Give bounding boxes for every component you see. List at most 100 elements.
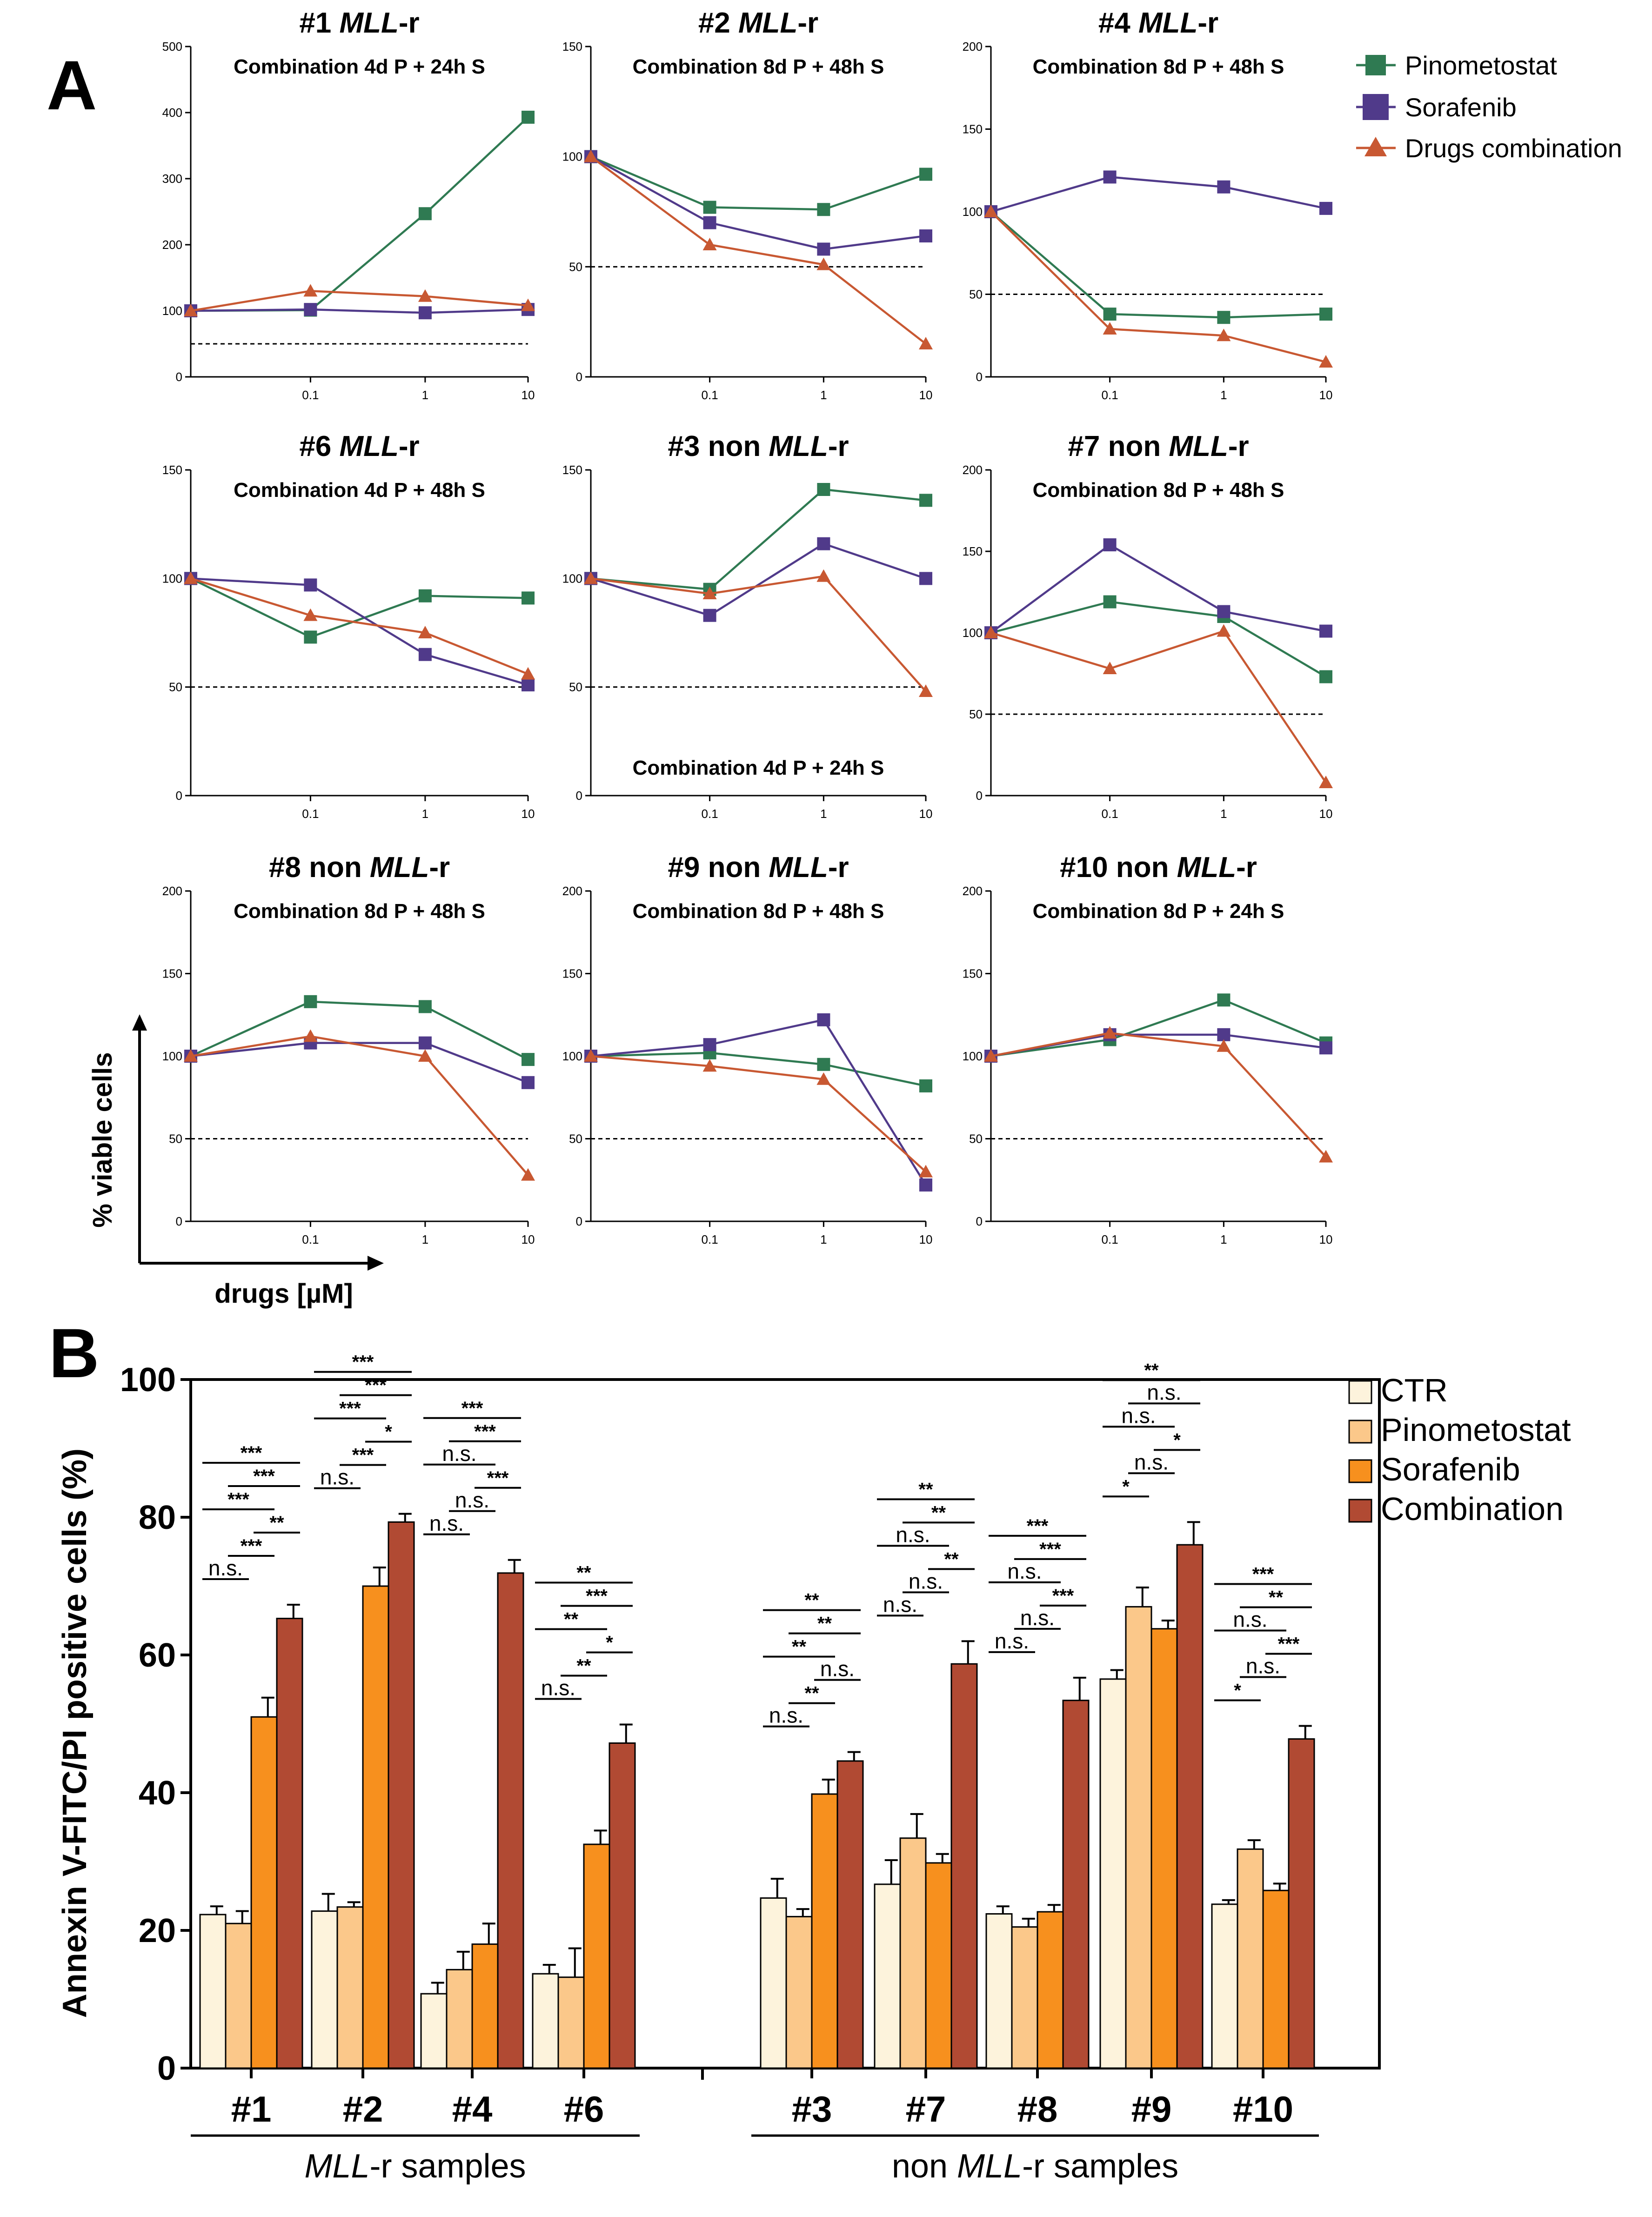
significance-label: n.s.	[820, 1657, 855, 1681]
series-line-sorafenib	[590, 1018, 927, 1186]
significance-label: ***	[474, 1421, 496, 1442]
y-tick-label: 50	[969, 1132, 983, 1146]
legend-label: Combination	[1381, 1491, 1564, 1527]
x-arrow-head	[368, 1256, 384, 1271]
legend-label: Pinometostat	[1405, 51, 1557, 80]
series-line-drugs-combination	[190, 1035, 529, 1176]
series-line-pinometostat	[990, 211, 1326, 319]
bar-ctr	[985, 1913, 1013, 2069]
y-tick-label: 0	[976, 370, 983, 384]
x-tick-label: 10	[522, 1232, 535, 1246]
series-line-drugs-combination	[990, 1032, 1327, 1158]
y-tick-label: 0	[576, 789, 582, 803]
significance-label: ***	[339, 1399, 361, 1419]
data-point	[984, 205, 998, 217]
series-line-pinometostat	[590, 488, 926, 590]
y-tick-label: 200	[963, 40, 983, 54]
y-tick-label: 100	[162, 1049, 182, 1063]
significance-label: ***	[352, 1352, 374, 1373]
chart-title: #2 MLL-r	[698, 7, 818, 39]
x-tick-label: 10	[919, 388, 933, 402]
significance-label: n.s.	[909, 1569, 943, 1593]
line-chart-1: 0 100 200 300 400 500 0.1 1 10 #1 MLL-r Combinatio…	[162, 7, 535, 402]
data-point	[418, 626, 432, 638]
series-line-sorafenib	[590, 543, 926, 617]
y-tick-label: 50	[169, 1132, 182, 1146]
legend-marker	[1365, 55, 1386, 75]
x-tick-label: 1	[820, 807, 827, 821]
significance-label: **	[804, 1590, 819, 1611]
group-label: #2	[343, 2089, 383, 2130]
y-tick-label: 50	[569, 1132, 582, 1146]
x-tick-label: 1	[1220, 807, 1227, 821]
bar-sorafenib	[1150, 1628, 1178, 2069]
series-line-pinometostat	[190, 116, 529, 312]
data-point	[304, 630, 317, 644]
y-tick-label: 50	[169, 680, 182, 694]
chart-title: #3 non MLL-r	[668, 430, 849, 462]
legend-label: Sorafenib	[1405, 93, 1517, 122]
group-label: #8	[1017, 2089, 1058, 2130]
data-point	[919, 1079, 932, 1092]
series-line-sorafenib	[190, 577, 528, 686]
significance-label: n.s.	[320, 1465, 354, 1489]
group-label: #7	[906, 2089, 946, 2130]
bar-group-sample-10: #10*n.s.***n.s.*****	[1211, 1564, 1315, 2130]
y-tick-label: 300	[162, 172, 182, 186]
y-tick-label: 200	[963, 463, 983, 477]
group-label: #4	[452, 2089, 493, 2130]
y-tick-label: 150	[162, 967, 182, 981]
panel-b-label: B	[49, 1314, 99, 1392]
bar-group-sample-8: #8n.s.n.s.***n.s.******	[985, 1516, 1090, 2130]
data-point	[919, 229, 932, 243]
data-point	[522, 110, 535, 124]
group-label: #3	[792, 2089, 832, 2130]
panel-a-label: A	[47, 46, 97, 124]
significance-label: ***	[1052, 1586, 1074, 1606]
significance-label: **	[1144, 1360, 1159, 1380]
x-tick-label: 0.1	[702, 1232, 718, 1246]
x-tick-label: 10	[522, 388, 535, 402]
y-tick-label: 100	[562, 571, 582, 585]
data-point	[1103, 595, 1117, 609]
significance-label: **	[918, 1479, 933, 1500]
panel-b-ylabel: Annexin V-FITC/PI positive cells (%)	[56, 1448, 94, 2018]
y-tick-label: 150	[562, 967, 582, 981]
group-label: #1	[231, 2089, 272, 2130]
series-line-pinometostat	[990, 601, 1327, 678]
data-point	[1103, 322, 1117, 335]
y-tick-label: 150	[963, 967, 983, 981]
data-point	[1319, 1041, 1332, 1055]
series-line-drugs-combination	[590, 575, 927, 692]
series-line-drugs-combination	[990, 630, 1327, 784]
significance-label: n.s.	[769, 1703, 803, 1728]
line-chart-4: 0 50 100 150 0.1 1 10 #6 MLL-r Combination 4d P …	[162, 430, 535, 821]
data-point	[418, 1049, 432, 1062]
bar-ctr	[199, 1914, 227, 2069]
line-chart-6: 0 50 100 150 200 0.1 1 10 #7 non MLL-r Combinatio…	[963, 430, 1333, 821]
chart-title: #7 non MLL-r	[1068, 430, 1249, 462]
data-point	[303, 284, 318, 297]
y-tick-label: 100	[963, 626, 983, 640]
chart-subtitle: Combination 8d P + 24h S	[1033, 900, 1284, 923]
x-tick-label: 0.1	[1102, 388, 1118, 402]
significance-label: *	[1234, 1680, 1241, 1701]
chart-subtitle: Combination 8d P + 48h S	[633, 900, 884, 923]
bar-pinometostat	[1237, 1848, 1264, 2069]
x-tick-label: 0.1	[302, 388, 319, 402]
y-tick-label: 100	[963, 205, 983, 219]
series-line-pinometostat	[190, 1000, 529, 1061]
y-tick-label: 100	[120, 1361, 176, 1399]
legend-swatch	[1348, 1420, 1372, 1444]
bar-pinometostat	[785, 1916, 813, 2069]
bar-group-sample-4: #4n.s.n.s.***n.s.******	[420, 1398, 524, 2130]
y-tick-label: 50	[969, 707, 983, 721]
line-chart-8: 0 50 100 150 200 0.1 1 10 #9 non MLL-r Combinatio…	[562, 851, 933, 1246]
x-tick-label: 1	[820, 1232, 827, 1246]
chart-subtitle: Combination 8d P + 48h S	[1033, 55, 1284, 78]
bar-pinometostat	[446, 1969, 473, 2069]
line-chart-2: 0 50 100 150 0.1 1 10 #2 MLL-r Combination 8d P …	[562, 7, 933, 402]
significance-label: ***	[241, 1536, 262, 1556]
data-point	[919, 572, 932, 585]
chart-subtitle: Combination 4d P + 48h S	[234, 479, 485, 502]
